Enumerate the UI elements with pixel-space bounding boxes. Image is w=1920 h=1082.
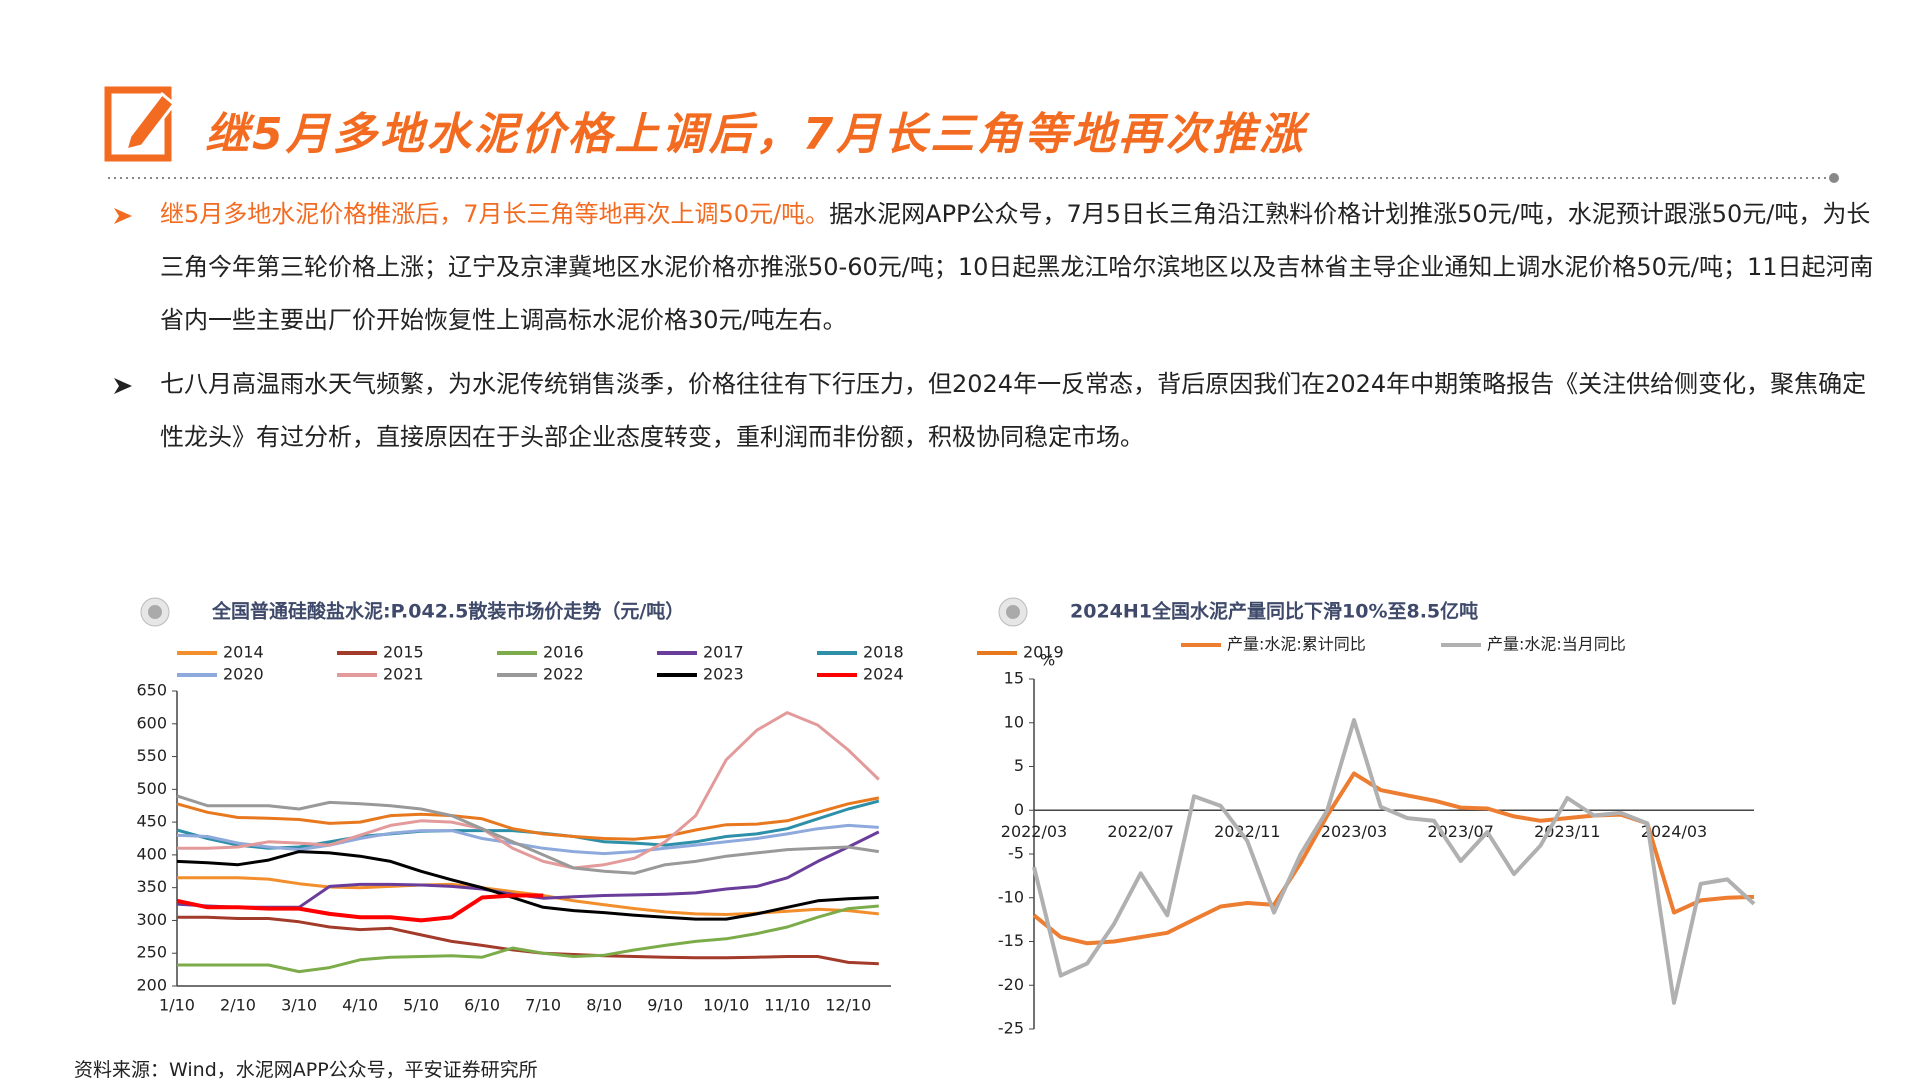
y-tick-label: -15 xyxy=(998,931,1024,950)
x-tick-label: 3/10 xyxy=(281,996,317,1015)
line-series xyxy=(177,904,879,974)
legend-label: 2017 xyxy=(703,643,744,662)
y-tick-label: -25 xyxy=(998,1019,1024,1038)
y-tick-label: -5 xyxy=(1008,844,1024,863)
line-series xyxy=(177,711,880,870)
y-tick-label: 450 xyxy=(136,812,167,831)
title-icon xyxy=(104,86,177,162)
line-series xyxy=(177,915,879,966)
y-tick-label: 500 xyxy=(136,779,167,798)
x-tick-label: 6/10 xyxy=(464,996,500,1015)
legend-label: 2015 xyxy=(383,643,424,662)
legend-label: 2020 xyxy=(223,665,264,684)
x-tick-label: 2023/03 xyxy=(1321,822,1387,841)
line-series xyxy=(1032,771,1755,946)
bullet-marker xyxy=(114,378,132,394)
chart-title: 2024H1全国水泥产量同比下滑10%至8.5亿吨 xyxy=(1070,600,1478,623)
x-tick-label: 2024/03 xyxy=(1641,822,1707,841)
legend-label: 2022 xyxy=(543,665,584,684)
x-tick-label: 8/10 xyxy=(586,996,622,1015)
y-tick-label: 5 xyxy=(1014,756,1024,775)
legend-label: 2014 xyxy=(223,643,264,662)
bullet: 七八月高温雨水天气频繁，为水泥传统销售淡季，价格往往有下行压力，但2024年一反… xyxy=(160,358,1890,464)
x-tick-label: 5/10 xyxy=(403,996,439,1015)
y-tick-label: -20 xyxy=(998,975,1024,994)
legend-label: 2023 xyxy=(703,665,744,684)
legend-label: 2018 xyxy=(863,643,904,662)
y-tick-label: -10 xyxy=(998,887,1024,906)
slide-title: 继5月多地水泥价格上调后，7月长三角等地再次推涨 xyxy=(205,109,1307,160)
y-tick-label: 10 xyxy=(1004,712,1024,731)
bullet-text: 七八月高温雨水天气频繁，为水泥传统销售淡季，价格往往有下行压力，但2024年一反… xyxy=(160,370,1867,451)
chart-title: 全国普通硅酸盐水泥:P.042.5散装市场价走势（元/吨） xyxy=(211,600,684,623)
bullet-text: 据水泥网APP公众号，7月5日长三角沿江熟料价格计划推涨50元/吨，水泥预计跟涨… xyxy=(160,200,1874,334)
line-series xyxy=(1032,718,1756,1005)
line-series xyxy=(176,850,879,921)
source: 资料来源：Wind，水泥网APP公众号，平安证券研究所 xyxy=(74,1059,538,1081)
line-series xyxy=(176,796,880,841)
bullet: 继5月多地水泥价格推涨后，7月长三角等地再次上调50元/吨。据水泥网APP公众号… xyxy=(160,188,1890,347)
y-axis-label: % xyxy=(1040,651,1055,670)
x-tick-label: 11/10 xyxy=(764,996,810,1015)
chart-icon xyxy=(148,605,162,619)
y-tick-label: 650 xyxy=(136,681,167,700)
x-tick-label: 4/10 xyxy=(342,996,378,1015)
line-series xyxy=(176,893,544,923)
y-tick-label: 0 xyxy=(1014,800,1024,819)
x-tick-label: 2/10 xyxy=(220,996,256,1015)
x-tick-label: 2022/07 xyxy=(1107,822,1173,841)
y-tick-label: 250 xyxy=(136,943,167,962)
y-tick-label: 350 xyxy=(136,877,167,896)
legend-label: 2016 xyxy=(543,643,584,662)
bullet-marker xyxy=(114,208,132,224)
legend-label: 产量:水泥:当月同比 xyxy=(1487,635,1626,654)
divider xyxy=(108,173,1839,183)
x-tick-label: 2022/11 xyxy=(1214,822,1280,841)
legend-label: 2024 xyxy=(863,665,904,684)
chart-icon xyxy=(1006,605,1020,619)
legend-label: 2021 xyxy=(383,665,424,684)
x-tick-label: 12/10 xyxy=(825,996,871,1015)
y-tick-label: 600 xyxy=(136,713,167,732)
line-series xyxy=(176,823,879,856)
x-tick-label: 10/10 xyxy=(703,996,749,1015)
x-tick-label: 9/10 xyxy=(647,996,683,1015)
line-series xyxy=(176,794,880,875)
y-tick-label: 200 xyxy=(136,976,167,995)
y-tick-label: 15 xyxy=(1004,669,1024,688)
y-tick-label: 300 xyxy=(136,910,167,929)
y-tick-label: 550 xyxy=(136,746,167,765)
bullet-highlight: 继5月多地水泥价格推涨后，7月长三角等地再次上调50元/吨。 xyxy=(160,200,830,228)
legend-label: 产量:水泥:累计同比 xyxy=(1227,635,1366,654)
x-tick-label: 7/10 xyxy=(525,996,561,1015)
y-tick-label: 400 xyxy=(136,844,167,863)
legend-label: 2019 xyxy=(1023,643,1064,662)
x-tick-label: 1/10 xyxy=(159,996,195,1015)
x-tick-label: 2022/03 xyxy=(1001,822,1067,841)
